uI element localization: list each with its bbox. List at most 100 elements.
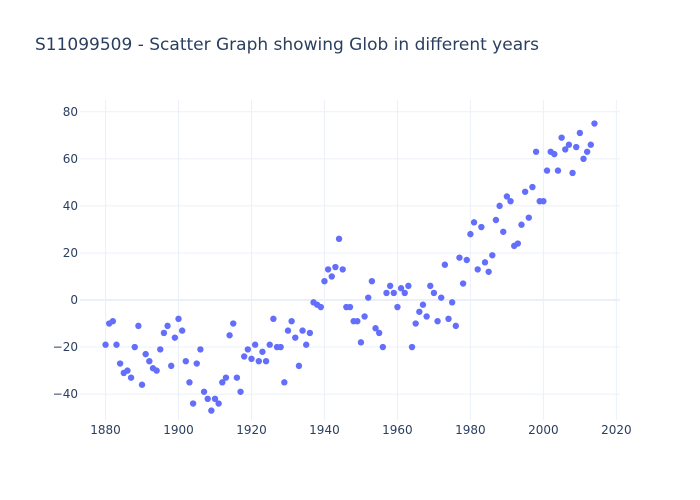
data-point xyxy=(489,252,496,259)
data-point xyxy=(208,407,215,414)
data-point xyxy=(408,343,416,351)
x-tick-label: 2020 xyxy=(601,423,632,437)
data-point xyxy=(131,343,138,351)
data-point xyxy=(306,329,314,337)
data-point xyxy=(543,167,551,174)
x-tick-label: 1960 xyxy=(382,423,413,437)
y-tick-label: −40 xyxy=(53,387,78,401)
data-point xyxy=(492,216,500,224)
data-point xyxy=(583,148,591,155)
data-point xyxy=(573,143,580,151)
y-tick-label: 80 xyxy=(63,105,78,119)
data-point xyxy=(277,343,284,351)
data-point xyxy=(576,129,584,137)
data-point xyxy=(423,313,430,320)
data-point xyxy=(109,317,117,325)
data-point xyxy=(521,188,529,195)
data-point xyxy=(427,282,434,290)
data-point xyxy=(233,374,241,381)
data-point xyxy=(346,303,354,311)
data-point xyxy=(153,367,160,374)
data-point xyxy=(292,334,299,341)
data-point xyxy=(394,303,401,311)
data-point xyxy=(182,357,190,365)
data-point xyxy=(295,362,303,370)
data-point xyxy=(226,332,233,339)
data-point xyxy=(405,282,412,290)
data-point xyxy=(186,379,193,386)
data-point xyxy=(368,277,376,285)
data-point xyxy=(529,183,536,191)
grid-lines xyxy=(80,100,620,420)
data-point xyxy=(357,339,365,346)
data-point xyxy=(157,346,164,353)
data-point xyxy=(441,261,449,268)
chart-title: S11099509 - Scatter Graph showing Glob i… xyxy=(35,35,539,55)
data-point xyxy=(299,327,306,334)
y-tick-label: 20 xyxy=(63,246,78,260)
data-point xyxy=(372,325,379,332)
data-point xyxy=(164,322,171,330)
data-point xyxy=(419,301,427,308)
data-point xyxy=(354,317,361,325)
data-point xyxy=(284,327,292,334)
data-point xyxy=(219,379,226,386)
data-point xyxy=(470,219,478,226)
data-point xyxy=(452,322,460,330)
data-point xyxy=(113,341,120,348)
data-point xyxy=(397,285,405,292)
data-point xyxy=(438,294,445,301)
data-point xyxy=(503,193,511,200)
data-point xyxy=(328,273,335,280)
data-point xyxy=(445,315,452,323)
data-point xyxy=(197,346,204,353)
data-point xyxy=(416,308,423,315)
y-tick-label: 60 xyxy=(63,152,78,166)
data-point xyxy=(266,341,273,348)
data-point xyxy=(127,374,135,381)
data-point xyxy=(116,360,124,367)
data-point xyxy=(215,400,222,407)
data-point xyxy=(518,221,525,228)
data-point xyxy=(463,256,470,264)
x-tick-label: 1920 xyxy=(236,423,267,437)
data-point xyxy=(514,240,522,247)
data-point xyxy=(562,146,569,153)
data-point xyxy=(554,167,562,174)
data-point xyxy=(558,134,565,141)
data-point xyxy=(321,277,328,285)
data-point xyxy=(160,329,168,337)
data-point xyxy=(474,266,481,273)
data-point xyxy=(532,148,540,155)
data-point xyxy=(317,303,325,311)
data-point xyxy=(430,289,438,297)
data-point xyxy=(335,235,343,243)
data-point xyxy=(587,141,595,148)
y-tick-label: 40 xyxy=(63,199,78,213)
data-point xyxy=(478,223,485,231)
data-point xyxy=(146,357,153,365)
data-point xyxy=(124,367,131,374)
data-point xyxy=(211,395,219,403)
data-point xyxy=(434,317,441,325)
data-point xyxy=(496,202,503,210)
data-point xyxy=(251,341,259,348)
data-point xyxy=(262,357,270,365)
tick-labels: 1880 1900 1920 1940 1960 1980 2000 2020 −40 −20 0 2… xyxy=(53,105,632,437)
data-point xyxy=(303,341,310,348)
data-point xyxy=(270,315,277,323)
data-point xyxy=(324,266,332,273)
data-point xyxy=(580,155,587,163)
data-point xyxy=(500,228,507,235)
x-tick-label: 1980 xyxy=(455,423,486,437)
data-point xyxy=(178,327,186,334)
data-point xyxy=(255,357,262,365)
data-point xyxy=(102,341,109,348)
data-point xyxy=(288,317,295,325)
data-point xyxy=(332,263,339,271)
data-point xyxy=(171,334,179,341)
data-point xyxy=(237,388,244,395)
data-point xyxy=(200,388,208,395)
